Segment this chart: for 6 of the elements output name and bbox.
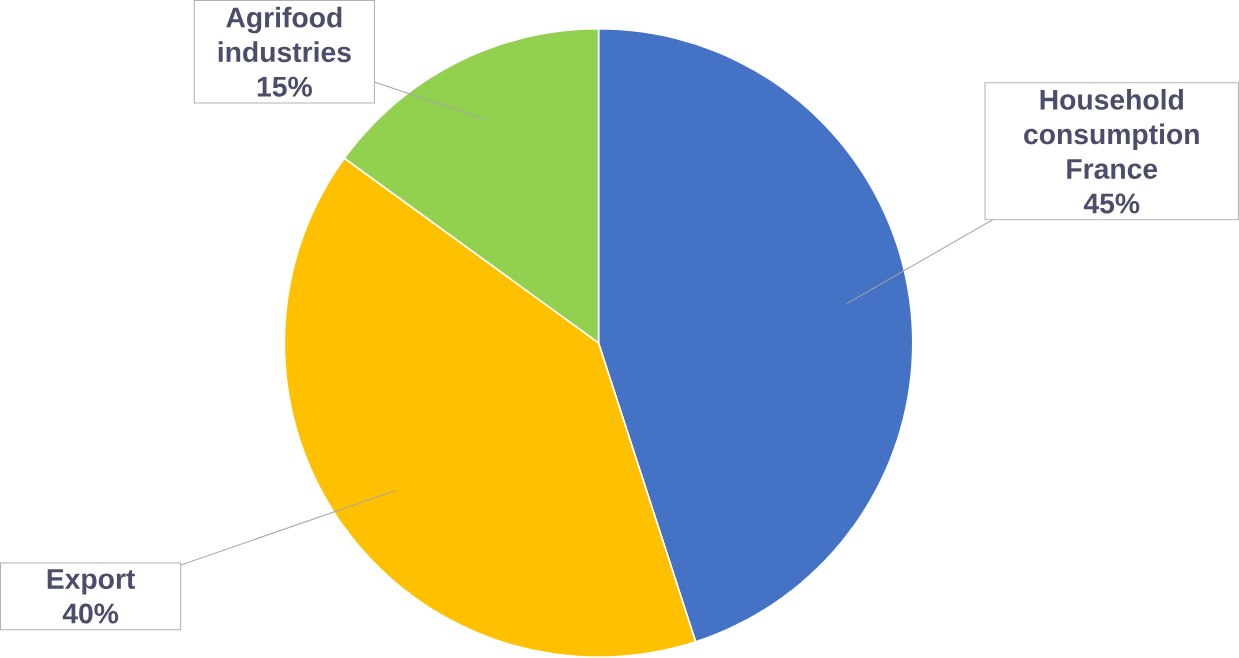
slice-label: Agrifood industries <box>218 6 351 63</box>
data-label: 15% <box>257 76 312 97</box>
data-label: 40% <box>62 603 119 624</box>
slice-label: Household consumption France <box>1024 89 1199 179</box>
slice-label: Export <box>47 569 136 595</box>
data-label: 45% <box>1083 193 1140 214</box>
